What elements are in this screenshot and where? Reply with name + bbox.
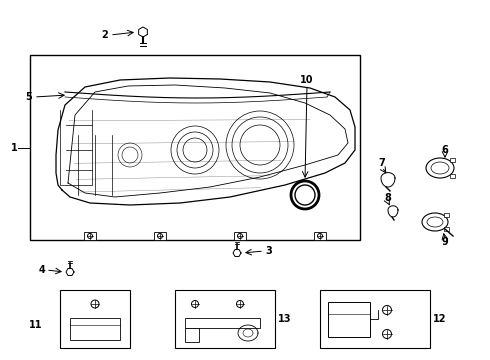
Text: 11: 11 — [28, 320, 42, 330]
Text: 7: 7 — [379, 158, 385, 168]
Text: 1: 1 — [11, 143, 17, 153]
Text: 4: 4 — [38, 265, 45, 275]
Text: 8: 8 — [385, 193, 392, 203]
Bar — [185, 328, 199, 342]
Bar — [60, 290, 130, 348]
Bar — [314, 232, 326, 240]
Text: 13: 13 — [278, 314, 292, 324]
Text: 3: 3 — [265, 246, 272, 256]
Bar — [444, 227, 449, 231]
Bar — [450, 158, 455, 162]
Bar — [450, 174, 455, 178]
Text: 6: 6 — [441, 145, 448, 155]
Bar — [175, 290, 275, 348]
Bar — [70, 318, 120, 340]
Bar — [234, 232, 246, 240]
Bar — [444, 213, 449, 217]
Bar — [328, 302, 370, 337]
Bar — [30, 55, 360, 240]
Text: 12: 12 — [433, 314, 446, 324]
Bar — [185, 318, 260, 328]
Text: 10: 10 — [300, 75, 314, 85]
Text: 5: 5 — [25, 92, 32, 102]
Bar — [320, 290, 430, 348]
Text: 9: 9 — [441, 237, 448, 247]
Bar — [154, 232, 166, 240]
Bar — [84, 232, 96, 240]
Text: 2: 2 — [101, 30, 108, 40]
